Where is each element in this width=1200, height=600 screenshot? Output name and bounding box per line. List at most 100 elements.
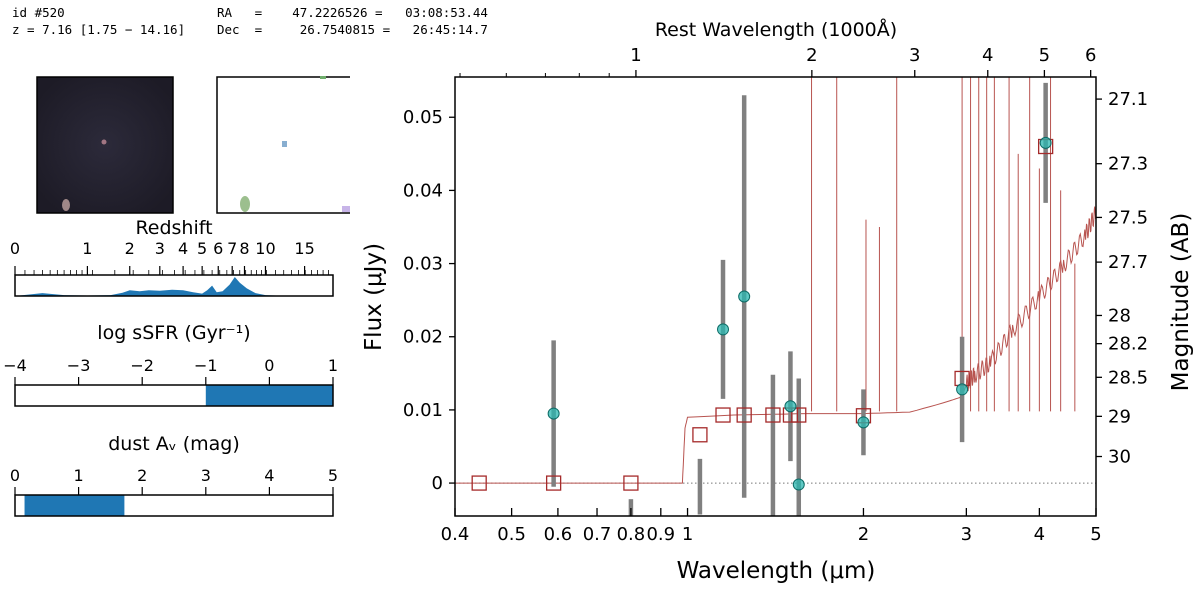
dust-tick-label: 3 [201, 466, 211, 485]
x-tick-label: 0.9 [646, 524, 675, 545]
top-tick-label: 1 [630, 45, 641, 66]
x-tick-label: 1 [682, 524, 693, 545]
ssfr-panel: log sSFR (Gyr⁻¹) −4 −3 −2 −1 0 1 [3, 322, 338, 407]
y-tick-label: 0.05 [403, 107, 443, 128]
magnitude-tick-label: 28.5 [1108, 367, 1148, 388]
magnitude-axis-label: Magnitude (AB) [1168, 213, 1194, 392]
redshift-tick-label: 7 [227, 239, 237, 258]
x-tick-label: 0.6 [544, 524, 573, 545]
ssfr-tick-label: 0 [264, 356, 274, 375]
magnitude-tick-label: 27.5 [1108, 207, 1148, 228]
left-panels: Redshift 0 1 2 3 4 5 6 7 8 10 15 log sSFR (Gyr⁻¹) … [3, 76, 350, 517]
header-dec-line: Dec = 26.7540815 = 26:45:14.7 [217, 22, 488, 37]
top-tick-label: 5 [1039, 45, 1050, 66]
observed-photometry-point [792, 478, 805, 491]
ssfr-title: log sSFR (Gyr⁻¹) [97, 322, 250, 344]
ssfr-band [205, 385, 333, 406]
redshift-tick-label: 2 [125, 239, 135, 258]
y-axis-ticks: 0 0.01 0.02 0.03 0.04 0.05 [403, 107, 455, 494]
top-axis-label: Rest Wavelength (1000Å) [655, 18, 897, 41]
y-tick-label: 0.04 [403, 180, 443, 201]
emission-lines [811, 77, 1076, 412]
redshift-title: Redshift [135, 217, 212, 239]
redshift-tick-label: 5 [197, 239, 207, 258]
top-tick-label: 2 [806, 45, 817, 66]
ssfr-tick-label: −4 [3, 356, 27, 375]
y-tick-label: 0.01 [403, 400, 443, 421]
top-tick-label: 3 [909, 45, 920, 66]
ssfr-tick-label: −3 [67, 356, 91, 375]
errorbars [551, 82, 1048, 516]
magnitude-tick-label: 27.3 [1108, 154, 1148, 175]
model-photometry-point [715, 407, 731, 423]
top-tick-label: 4 [982, 45, 993, 66]
header-redshift-line: z = 7.16 [1.75 − 14.16] [12, 22, 186, 37]
plot-frame [454, 76, 1097, 517]
redshift-pdf [15, 277, 333, 296]
x-tick-label: 0.7 [583, 524, 612, 545]
redshift-tick-label: 1 [82, 239, 92, 258]
dust-tick-label: 0 [10, 466, 20, 485]
ssfr-tick-label: −2 [130, 356, 154, 375]
dust-title: dust Aᵥ (mag) [108, 433, 240, 455]
magnitude-tick-label: 27.7 [1108, 252, 1148, 273]
x-tick-label: 5 [1090, 524, 1101, 545]
x-axis-ticks: 0.4 0.5 0.6 0.7 0.8 0.9 1 2 3 4 5 [441, 508, 1102, 545]
x-tick-label: 0.8 [617, 524, 646, 545]
observed-photometry-point [1039, 136, 1052, 149]
magnitude-tick-label: 27.1 [1108, 89, 1148, 110]
model-photometry-point [545, 475, 562, 491]
redshift-tick-label: 8 [239, 239, 249, 258]
segmentation-map [216, 76, 350, 214]
ssfr-tick-label: −1 [194, 356, 218, 375]
redshift-tick-label: 15 [294, 239, 314, 258]
redshift-tick-label: 6 [213, 239, 223, 258]
model-photometry-point [765, 407, 781, 423]
top-tick-label: 6 [1085, 45, 1096, 66]
observed-photometry [547, 136, 1052, 491]
model-photometry-point [736, 407, 752, 423]
redshift-tick-label: 0 [10, 239, 20, 258]
observed-photometry-point [857, 416, 870, 429]
observed-photometry-point [738, 290, 751, 303]
magnitude-tick-label: 28.2 [1108, 334, 1148, 355]
x-tick-label: 2 [858, 524, 869, 545]
y-tick-label: 0.02 [403, 327, 443, 348]
y-axis-label: Flux (μJy) [361, 243, 387, 351]
observed-photometry-point [717, 323, 730, 336]
redshift-tick-label: 3 [155, 239, 165, 258]
model-photometry-point [623, 475, 639, 491]
header-ra-line: RA = 47.2226526 = 03:08:53.44 [217, 5, 488, 20]
redshift-panel: Redshift 0 1 2 3 4 5 6 7 8 10 15 [10, 217, 334, 297]
y-tick-label: 0 [432, 473, 443, 494]
observed-photometry-point [547, 407, 560, 420]
magnitude-tick-label: 29 [1108, 406, 1131, 427]
model-photometry-point [791, 407, 807, 423]
top-axis-ticks: 1 2 3 4 5 6 [459, 45, 1096, 77]
model-photometry-point [471, 475, 487, 491]
magnitude-axis-ticks: 27.1 27.3 27.5 27.7 28 28.2 28.5 29 30 [1096, 89, 1148, 468]
x-tick-label: 4 [1034, 524, 1045, 545]
model-photometry [471, 138, 1054, 491]
dust-panel: dust Aᵥ (mag) 0 1 2 3 4 5 [10, 433, 338, 517]
y-tick-label: 0.03 [403, 254, 443, 275]
x-tick-label: 0.4 [441, 524, 470, 545]
observed-photometry-point [956, 383, 969, 396]
model-photometry-point [692, 427, 708, 443]
magnitude-tick-label: 30 [1108, 447, 1131, 468]
sed-chart: 0.4 0.5 0.6 0.7 0.8 0.9 1 2 3 4 5 0 0.01 0.02 0.03 0.0… [361, 18, 1194, 584]
image-cutout [36, 76, 174, 214]
dust-tick-label: 1 [74, 466, 84, 485]
observed-photometry-point [784, 400, 797, 413]
magnitude-tick-label: 28 [1108, 305, 1131, 326]
x-axis-label: Wavelength (μm) [677, 558, 876, 584]
dust-band [24, 495, 125, 516]
x-tick-label: 3 [961, 524, 972, 545]
model-spectrum [455, 206, 1096, 484]
header-id-line: id #520 [12, 5, 65, 20]
ssfr-tick-label: 1 [328, 356, 338, 375]
x-tick-label: 0.5 [497, 524, 526, 545]
dust-tick-label: 4 [264, 466, 274, 485]
dust-tick-label: 5 [328, 466, 338, 485]
redshift-tick-label: 4 [178, 239, 188, 258]
